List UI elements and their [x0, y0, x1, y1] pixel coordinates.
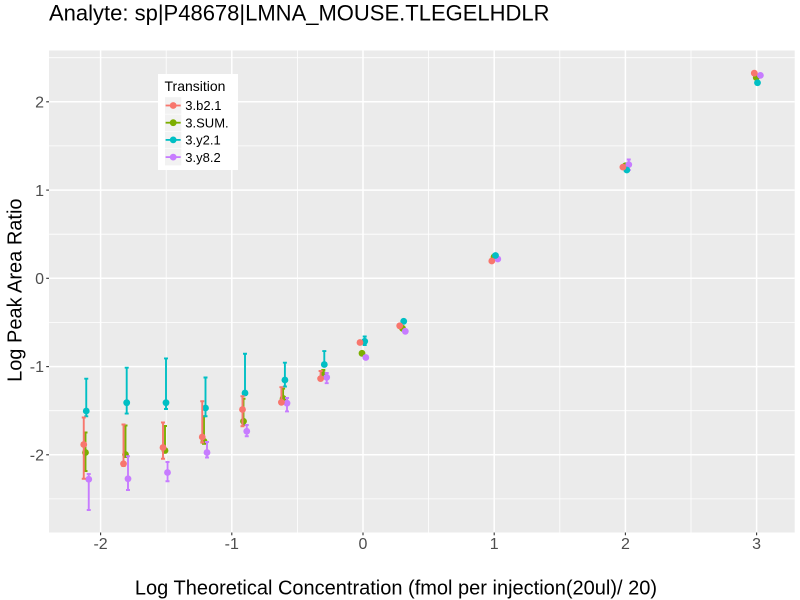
svg-text:Log Peak Area Ratio: Log Peak Area Ratio [4, 198, 26, 381]
svg-text:1: 1 [490, 536, 499, 553]
svg-text:0: 0 [359, 536, 368, 553]
svg-text:1: 1 [35, 183, 44, 200]
svg-text:Transition: Transition [165, 78, 226, 94]
svg-text:3.SUM.: 3.SUM. [185, 115, 228, 130]
svg-text:3.b2.1: 3.b2.1 [185, 98, 221, 113]
svg-text:3: 3 [752, 536, 761, 553]
svg-text:3.y2.1: 3.y2.1 [185, 133, 220, 148]
svg-text:-1: -1 [225, 536, 239, 553]
svg-text:-2: -2 [30, 448, 44, 465]
svg-text:0: 0 [35, 271, 44, 288]
svg-text:3.y8.2: 3.y8.2 [185, 150, 220, 165]
svg-text:2: 2 [621, 536, 630, 553]
svg-text:-2: -2 [93, 536, 107, 553]
svg-text:Log Theoretical Concentration: Log Theoretical Concentration (fmol per … [135, 578, 657, 600]
svg-text:Analyte: sp|P48678|LMNA_MOUSE.: Analyte: sp|P48678|LMNA_MOUSE.TLEGELHDLR [49, 1, 550, 26]
svg-text:2: 2 [35, 95, 44, 112]
svg-text:-1: -1 [30, 359, 44, 376]
